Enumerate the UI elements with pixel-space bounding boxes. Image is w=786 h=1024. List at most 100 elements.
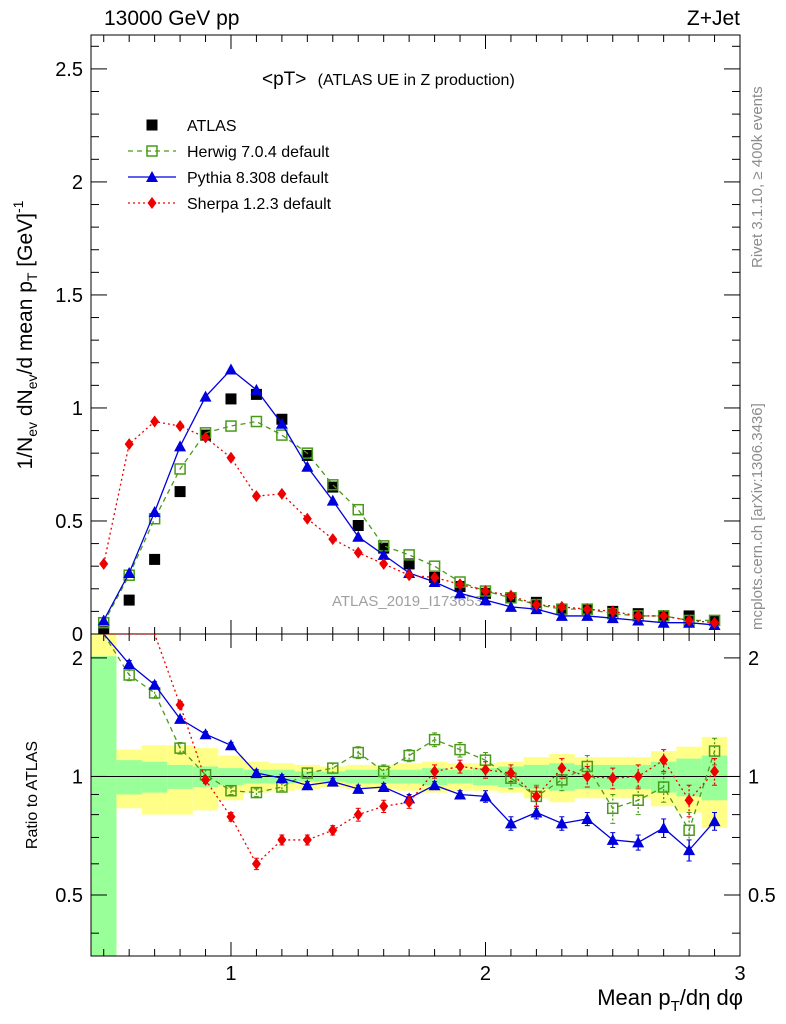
ratio-point-2 <box>708 815 721 827</box>
ratio-point-3 <box>251 857 261 870</box>
ratio-y-tick-label-right: 2 <box>748 648 759 670</box>
ratio-y-tick-label-right: 1 <box>748 766 759 788</box>
point-1 <box>403 549 415 561</box>
ratio-point-2 <box>224 739 237 751</box>
legend-marker-0 <box>146 119 158 131</box>
ratio-point-2 <box>352 782 365 794</box>
band-green <box>141 761 168 793</box>
point-3 <box>328 533 338 546</box>
ratio-point-3 <box>531 790 541 803</box>
ratio-point-3 <box>430 765 440 778</box>
y-tick-label: 1.5 <box>55 285 83 307</box>
point-0 <box>149 553 161 565</box>
ratio-point-3 <box>277 833 287 846</box>
point-2 <box>479 594 492 606</box>
ratio-y-tick-label-right: 0.5 <box>748 885 776 907</box>
point-0 <box>327 481 339 493</box>
point-2 <box>250 383 263 395</box>
point-3 <box>480 585 490 598</box>
ratio-y-tick-label-left: 0.5 <box>55 885 83 907</box>
ratio-point-2 <box>275 772 288 784</box>
y-tick-label: 2 <box>72 172 83 194</box>
side-text-top: Rivet 3.1.10, ≥ 400k events <box>749 86 766 268</box>
point-2 <box>326 494 339 506</box>
ratio-point-3 <box>226 810 236 823</box>
point-2 <box>224 363 237 375</box>
band-green <box>116 760 142 795</box>
point-1 <box>352 503 364 516</box>
ratio-point-2 <box>454 788 467 800</box>
point-3 <box>124 438 134 451</box>
point-3 <box>455 578 465 591</box>
point-0 <box>123 594 135 606</box>
point-2 <box>504 600 517 612</box>
ratio-series <box>103 634 721 871</box>
point-3 <box>659 609 669 622</box>
ratio-point-3 <box>506 767 516 780</box>
ratio-point-2 <box>377 781 390 793</box>
point-2 <box>454 587 467 599</box>
point-3 <box>226 451 236 464</box>
ratio-point-1 <box>174 742 186 754</box>
point-2 <box>606 612 619 624</box>
legend: ATLAS Herwig 7.0.4 default Pythia 8.308 de… <box>128 118 332 213</box>
point-3 <box>302 512 312 525</box>
ratio-point-2 <box>555 817 568 829</box>
ratio-point-2 <box>326 775 339 787</box>
ratio-point-1 <box>327 762 339 774</box>
chart-subtitle: (ATLAS UE in Z production) <box>318 72 515 89</box>
ratio-line-2 <box>103 634 716 852</box>
ratio-point-1 <box>225 784 237 797</box>
point-3 <box>353 546 363 559</box>
point-2 <box>148 505 161 517</box>
ratio-point-3 <box>353 808 363 821</box>
ratio-point-2 <box>123 657 136 669</box>
ratio-point-1 <box>301 767 314 779</box>
axes: 1 2 3 0 0.5 1 1.5 2 2.5 0.5 0.5 1 1 2 2 <box>55 35 776 985</box>
point-2 <box>275 417 288 429</box>
point-1 <box>301 447 314 459</box>
point-0 <box>301 449 313 461</box>
point-2 <box>581 609 594 621</box>
point-3 <box>710 616 720 629</box>
ratio-point-1 <box>352 746 364 759</box>
point-0 <box>352 520 364 532</box>
ratio-point-3 <box>582 770 592 783</box>
point-3 <box>404 569 414 582</box>
ratio-point-3 <box>557 762 567 775</box>
ratio-point-2 <box>530 806 543 818</box>
y-tick-label: 2.5 <box>55 59 83 81</box>
chart-title: <pT> (ATLAS UE in Z production) <box>262 69 515 90</box>
ratio-point-3 <box>455 760 465 773</box>
ratio-point-2 <box>301 779 314 791</box>
x-tick-label: 3 <box>734 963 745 985</box>
legend-marker-2 <box>146 171 158 182</box>
ratio-point-3 <box>379 800 389 813</box>
ratio-point-1 <box>454 743 466 756</box>
legend-marker-3 <box>147 197 157 209</box>
ratio-panel-frame <box>90 633 741 957</box>
y-tick-label: 0.5 <box>55 511 83 533</box>
header-left: 13000 GeV pp <box>104 7 239 30</box>
ratio-point-1 <box>606 802 619 815</box>
band-green <box>91 656 117 956</box>
y-tick-label: 1 <box>72 398 83 420</box>
point-3 <box>608 605 618 618</box>
ratio-y-tick-label-left: 2 <box>72 648 83 670</box>
ratio-point-2 <box>250 767 263 779</box>
point-3 <box>557 600 567 613</box>
ratio-point-2 <box>428 779 441 791</box>
point-0 <box>225 393 237 405</box>
ratio-point-1 <box>683 824 695 837</box>
point-1 <box>174 463 186 475</box>
point-1 <box>250 415 263 428</box>
ratio-point-3 <box>201 773 211 786</box>
ratio-point-2 <box>683 844 696 856</box>
ratio-point-1 <box>657 781 670 793</box>
ratio-point-2 <box>504 817 517 829</box>
ratio-point-2 <box>632 836 645 848</box>
ratio-y-tick-label-left: 1 <box>72 766 83 788</box>
x-tick-label: 2 <box>480 963 491 985</box>
point-3 <box>531 598 541 611</box>
